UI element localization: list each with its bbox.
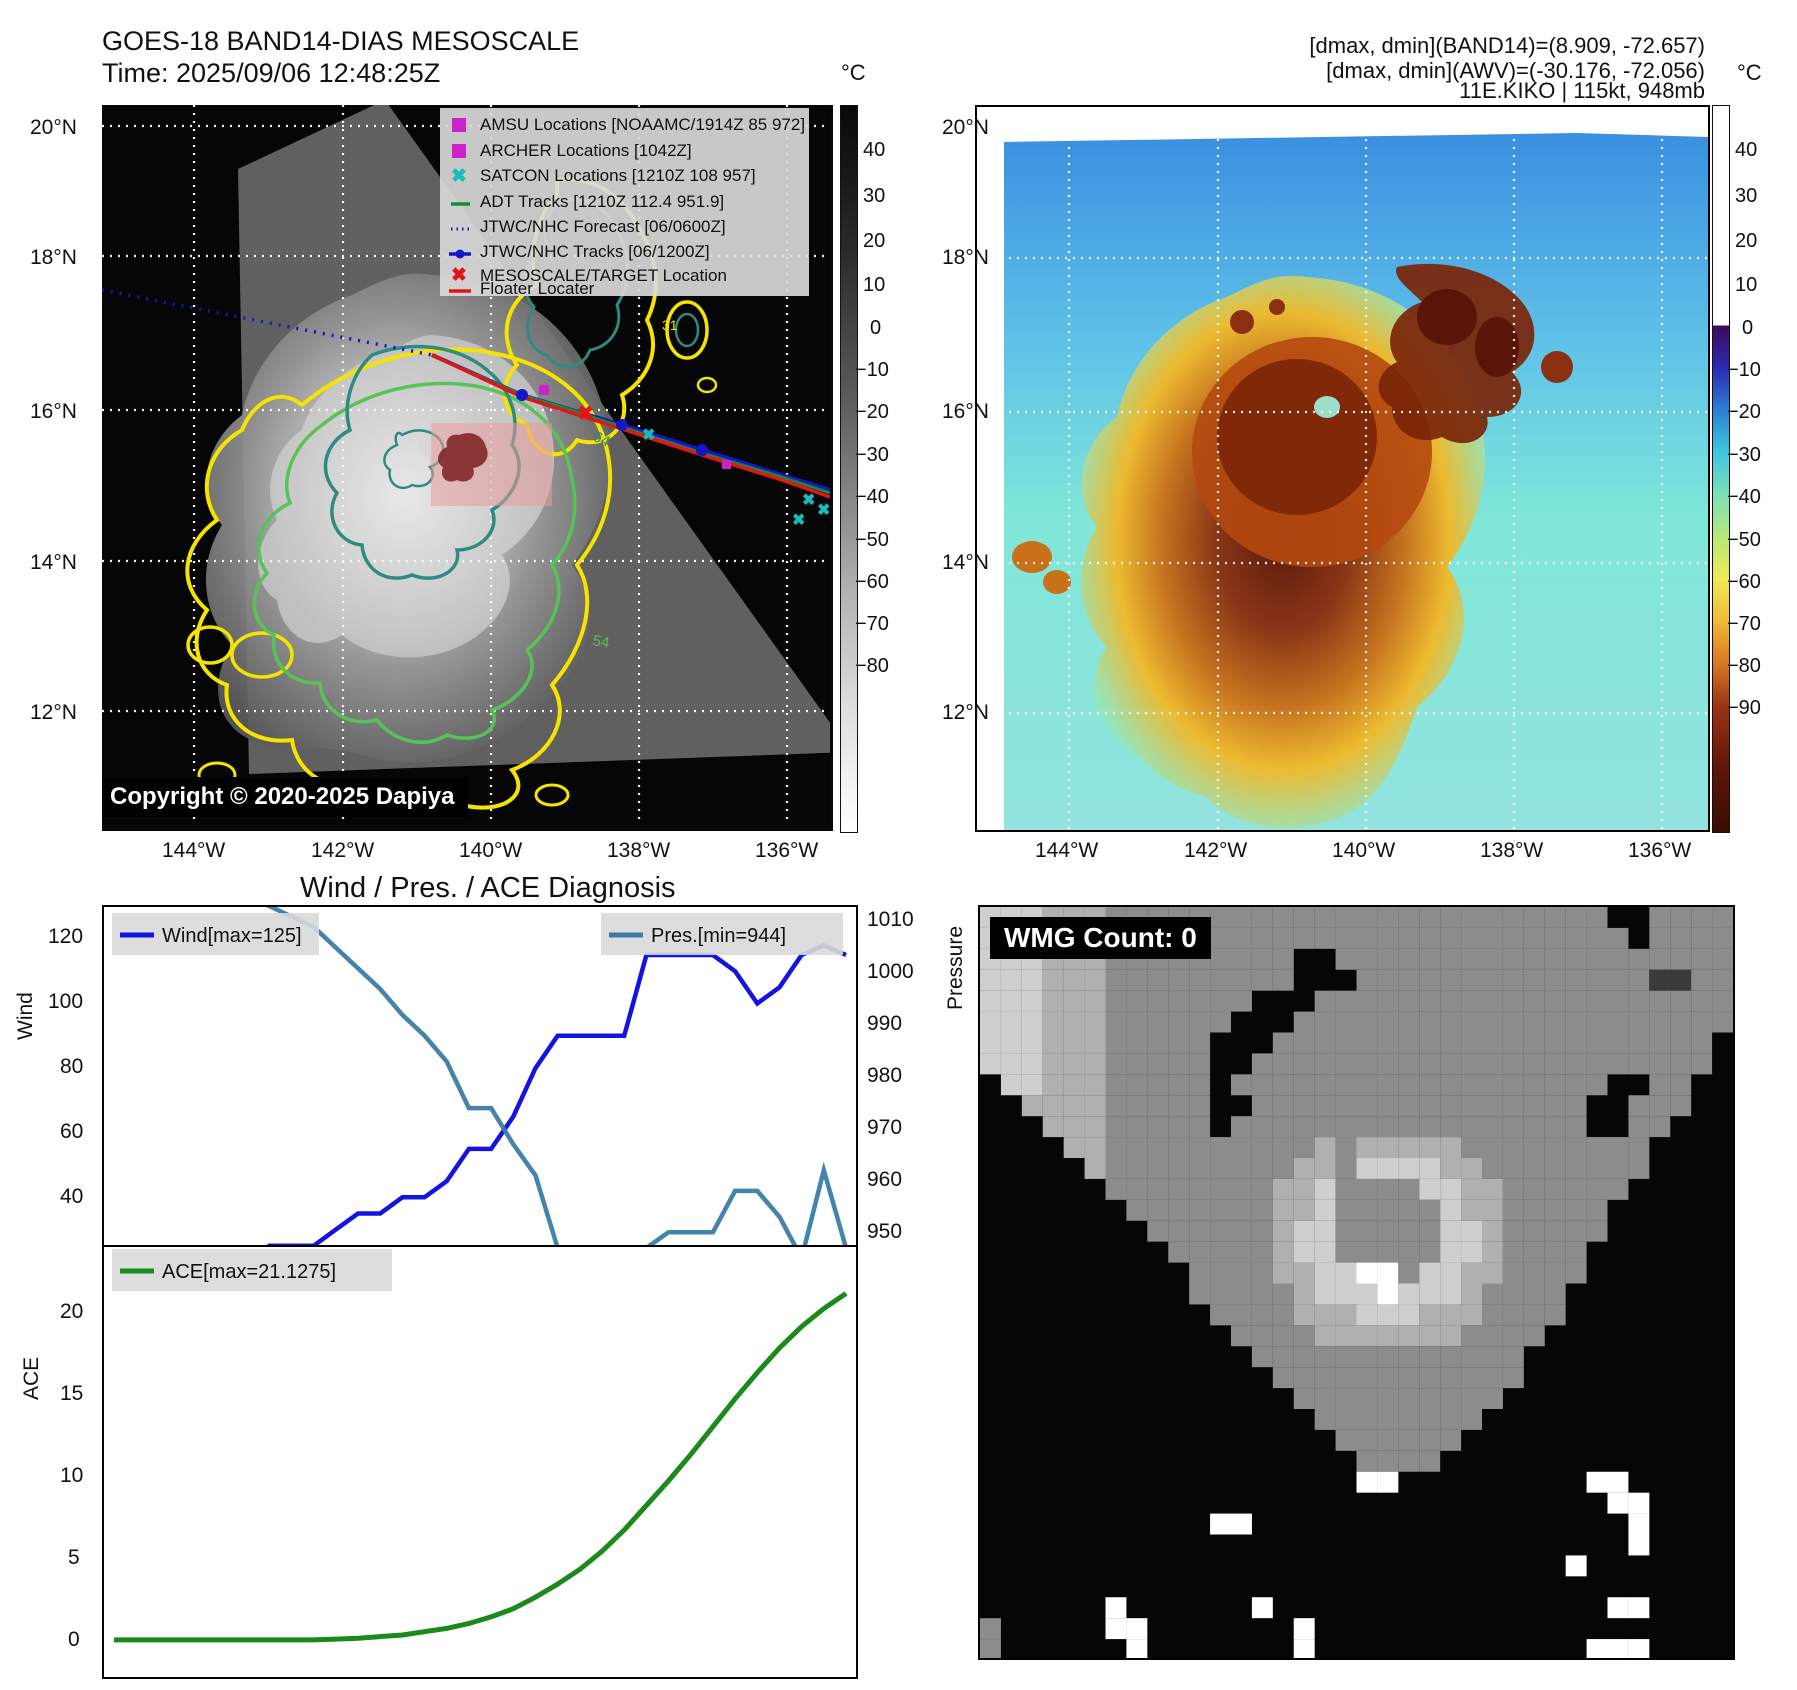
svg-text:✖: ✖ (792, 512, 805, 529)
svg-text:JTWC/NHC Forecast [06/0600Z]: JTWC/NHC Forecast [06/0600Z] (480, 217, 726, 236)
svg-text:Floater Locater: Floater Locater (480, 279, 595, 296)
svg-text:✖: ✖ (802, 492, 815, 509)
svg-text:ARCHER Locations [1042Z]: ARCHER Locations [1042Z] (480, 141, 692, 160)
svg-text:54: 54 (591, 632, 610, 652)
svg-text:✖: ✖ (451, 265, 467, 286)
svg-text:✖: ✖ (817, 502, 830, 519)
svg-text:✖: ✖ (451, 166, 467, 187)
svg-text:AMSU Locations [NOAAMC/1914Z 8: AMSU Locations [NOAAMC/1914Z 85 972] (480, 115, 805, 134)
svg-text:Wind[max=125]: Wind[max=125] (162, 925, 302, 947)
svg-text:✖: ✖ (577, 403, 594, 425)
svg-text:31: 31 (662, 317, 678, 333)
svg-text:ADT Tracks [1210Z 112.4 951.9]: ADT Tracks [1210Z 112.4 951.9] (480, 192, 724, 211)
svg-text:JTWC/NHC Tracks [06/1200Z]: JTWC/NHC Tracks [06/1200Z] (480, 242, 710, 261)
svg-text:Pres.[min=944]: Pres.[min=944] (651, 925, 786, 947)
svg-text:SATCON Locations [1210Z 108 95: SATCON Locations [1210Z 108 957] (480, 166, 756, 185)
svg-text:✖: ✖ (642, 427, 655, 444)
svg-text:ACE[max=21.1275]: ACE[max=21.1275] (162, 1261, 336, 1283)
